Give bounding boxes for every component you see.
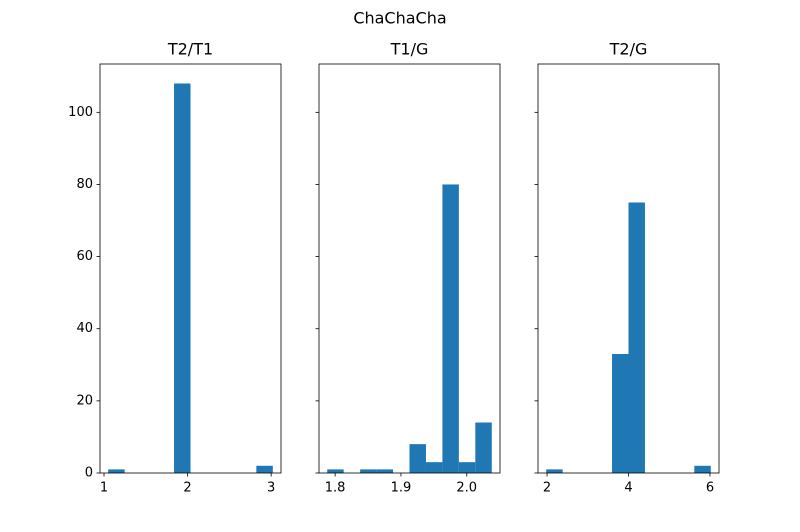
bar (327, 469, 344, 473)
y-tick-label: 100 (68, 105, 93, 120)
axes-title: T2/G (609, 40, 648, 59)
y-tick-label: 60 (76, 249, 93, 264)
bar (612, 353, 629, 473)
axes-title: T2/T1 (167, 40, 213, 59)
bar (694, 465, 711, 473)
bar (442, 184, 459, 473)
x-tick-label: 1.8 (325, 481, 346, 496)
axes-title: T1/G (390, 40, 429, 59)
bar (546, 469, 563, 473)
figure-title: ChaChaCha (353, 9, 446, 28)
bar (256, 465, 273, 473)
y-tick-label: 20 (76, 393, 93, 408)
bar (376, 469, 394, 473)
y-tick-label: 40 (76, 321, 93, 336)
axes-frame (99, 63, 282, 474)
bar (108, 469, 125, 473)
y-tick-label: 0 (85, 466, 93, 481)
bar (458, 462, 476, 473)
x-tick-label: 2 (543, 481, 551, 496)
bar (628, 202, 645, 473)
x-tick-label: 2.0 (456, 481, 477, 496)
x-tick-label: 1 (100, 481, 108, 496)
y-tick-label: 80 (76, 177, 93, 192)
bar (409, 444, 426, 473)
axes-frame (318, 63, 501, 474)
bar (360, 469, 377, 473)
bar (174, 83, 191, 473)
x-tick-label: 4 (624, 481, 632, 496)
x-tick-label: 1.9 (391, 481, 412, 496)
x-tick-label: 2 (183, 481, 191, 496)
bar (475, 422, 492, 473)
x-tick-label: 3 (267, 481, 275, 496)
x-tick-label: 6 (706, 481, 714, 496)
bar (425, 462, 443, 473)
